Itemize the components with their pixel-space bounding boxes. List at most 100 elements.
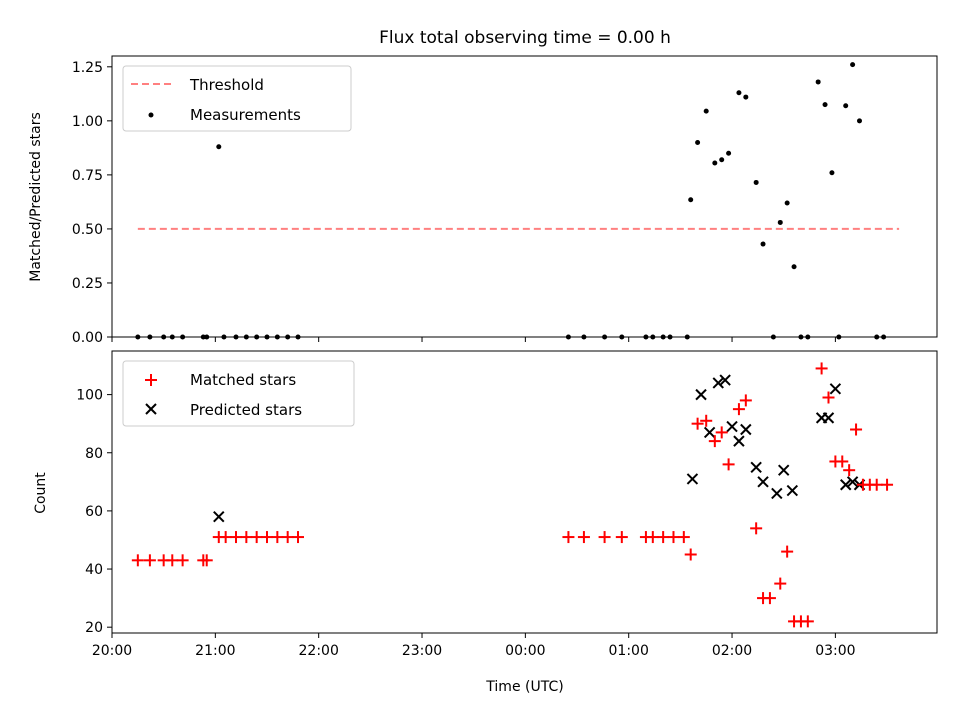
predicted-point <box>726 420 738 433</box>
matched-point <box>850 423 863 436</box>
top-ytick-label: 0.75 <box>72 168 103 184</box>
top-ytick-label: 1.25 <box>72 60 103 76</box>
measurement-point <box>743 94 749 100</box>
measurement-point <box>856 118 862 124</box>
matched-point <box>292 531 305 544</box>
predicted-point <box>686 473 699 485</box>
matched-point <box>598 531 611 544</box>
measurement-point <box>712 160 718 166</box>
predicted-point <box>750 461 762 473</box>
matched-point <box>708 435 721 448</box>
measurement-point <box>843 103 849 109</box>
matched-point <box>801 615 814 628</box>
measurement-point <box>815 79 821 85</box>
predicted-point <box>778 464 790 476</box>
matched-point <box>691 417 704 430</box>
matched-point <box>739 394 752 407</box>
matched-point <box>870 478 883 491</box>
measurement-point <box>216 144 222 150</box>
matched-point <box>881 478 894 491</box>
predicted-point <box>213 511 225 523</box>
legend-predicted-label: Predicted stars <box>190 401 302 419</box>
matched-point <box>240 531 253 544</box>
bottom-xtick-label: 23:00 <box>402 643 442 659</box>
measurement-point <box>703 108 709 114</box>
matched-point <box>822 391 835 404</box>
bottom-xtick-label: 03:00 <box>815 643 855 659</box>
matched-point <box>219 531 232 544</box>
measurement-point <box>791 264 797 270</box>
predicted-point <box>719 374 731 386</box>
matched-point <box>562 531 575 544</box>
figure-title: Flux total observing time = 0.00 h <box>379 28 671 48</box>
measurement-point <box>822 102 828 108</box>
matched-point <box>271 531 284 544</box>
bottom-xtick-label: 00:00 <box>505 643 545 659</box>
bottom-ytick-label: 60 <box>85 504 103 520</box>
bottom-xtick-label: 01:00 <box>609 643 649 659</box>
matched-point <box>763 592 776 605</box>
bottom-xtick-label: 20:00 <box>92 643 132 659</box>
matched-point <box>700 414 713 427</box>
matched-point <box>200 554 213 567</box>
top-ytick-label: 1.00 <box>72 114 103 130</box>
predicted-point <box>695 388 707 401</box>
predicted-point <box>757 476 769 488</box>
legend-predicted-swatch <box>145 403 157 415</box>
legend-measurements-label: Measurements <box>190 106 301 124</box>
matched-point <box>836 455 849 468</box>
bottom-panel: Count Time (UTC) 20 40 60 80 100 20:00 21:00 22… <box>33 350 938 695</box>
matched-point <box>615 531 628 544</box>
matched-point <box>843 464 856 477</box>
bottom-ylabel: Count <box>33 472 49 514</box>
predicted-point <box>733 435 745 447</box>
bottom-ytick-label: 20 <box>85 620 103 636</box>
matched-point <box>281 531 294 544</box>
top-legend: Threshold Measurements <box>122 65 352 132</box>
matched-point <box>250 531 263 544</box>
top-ytick-label: 0.25 <box>72 276 103 292</box>
matched-point <box>722 458 735 471</box>
top-ytick-label: 0.50 <box>72 222 103 238</box>
legend-measurements-swatch <box>148 112 154 118</box>
matched-point <box>781 545 794 558</box>
legend-matched-swatch <box>145 374 157 386</box>
measurement-point <box>753 179 759 185</box>
top-plot-frame <box>111 55 938 338</box>
matched-point <box>166 554 179 567</box>
measurement-point <box>784 200 790 206</box>
matched-point <box>646 531 659 544</box>
measurement-point <box>719 157 725 163</box>
matched-point <box>131 554 144 567</box>
top-panel: Matched/Predicted stars 0.00 0.25 0.50 0.75… <box>28 55 938 346</box>
matched-point <box>684 548 697 561</box>
top-ytick-label: 0.00 <box>72 330 103 346</box>
predicted-point <box>786 484 799 497</box>
predicted-point <box>829 383 842 395</box>
predicted-point <box>822 412 835 424</box>
measurement-point <box>850 62 856 68</box>
bottom-xlabel: Time (UTC) <box>485 679 563 695</box>
measurement-point <box>736 90 742 96</box>
matched-point <box>577 531 590 544</box>
predicted-point <box>712 377 724 389</box>
bottom-xtick-label: 21:00 <box>195 643 235 659</box>
measurement-point <box>829 170 835 176</box>
measurement-point <box>695 139 701 145</box>
legend-threshold-label: Threshold <box>189 76 264 94</box>
bottom-legend: Matched stars Predicted stars <box>122 360 355 427</box>
matched-point <box>657 531 670 544</box>
matched-point <box>143 554 156 567</box>
predicted-point <box>740 423 752 436</box>
matched-point <box>667 531 680 544</box>
bottom-ytick-label: 80 <box>85 446 103 462</box>
bottom-plot-frame <box>111 350 938 634</box>
measurement-point <box>760 241 766 247</box>
predicted-point <box>703 426 716 439</box>
predicted-point <box>771 487 783 500</box>
predicted-point <box>840 479 852 491</box>
matched-point <box>732 403 745 416</box>
bottom-xtick-label: 22:00 <box>299 643 339 659</box>
predicted-point <box>846 476 859 488</box>
bottom-ytick-label: 100 <box>76 388 103 404</box>
